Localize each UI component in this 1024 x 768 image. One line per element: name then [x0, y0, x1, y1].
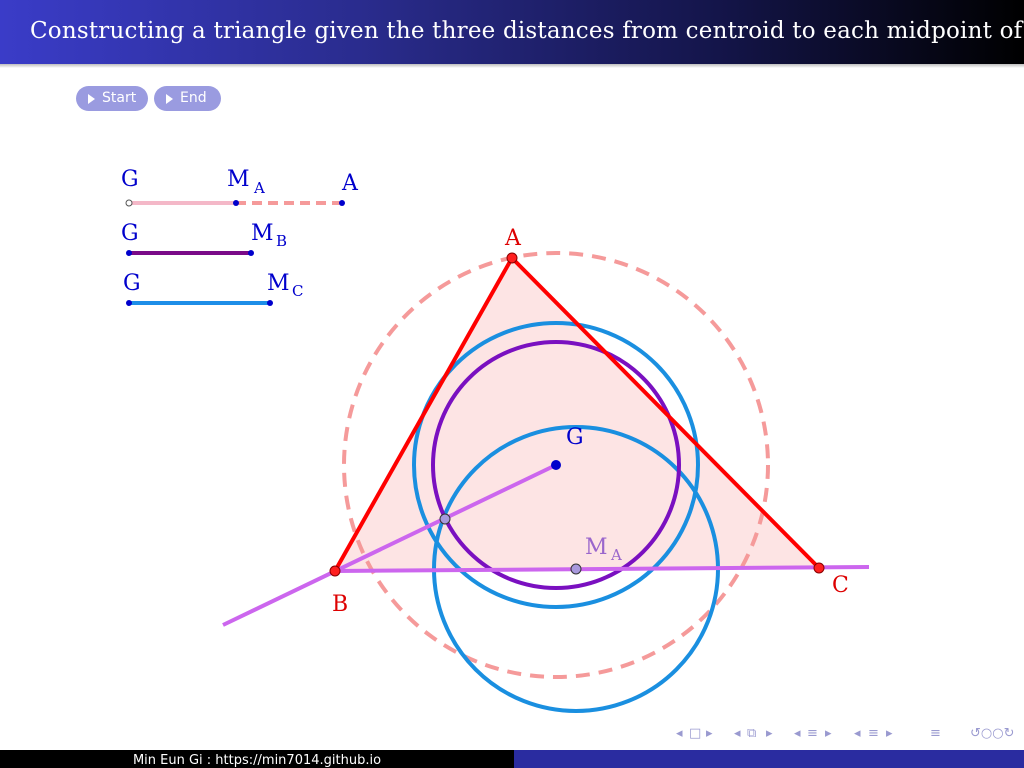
legend-label-m: M [227, 167, 250, 192]
legend-label-m: M [267, 271, 290, 296]
title-shadow [0, 64, 1024, 68]
section-icon[interactable]: ≡ [807, 726, 818, 741]
label-vertex-c: C [832, 573, 849, 598]
legend-label-g: G [121, 167, 139, 192]
label-midpoint: M [585, 535, 608, 560]
footer-author: Min Eun Gi : https://min7014.github.io [0, 750, 514, 768]
end-label: End [180, 90, 207, 106]
dashed-circle [342, 251, 770, 679]
triangle-side-ab [333, 257, 514, 572]
play-icon [88, 94, 95, 104]
legend-point-mc [267, 300, 273, 306]
beamer-navigation: ◂ □ ▸ ◂ ⧉ ▸ ◂ ≡ ▸ ◂ ≡ ▸ ≡ ↺○○↻ [670, 726, 1024, 744]
legend-label-sub: C [292, 282, 303, 300]
label-midpoint-sub: A [610, 546, 622, 564]
vertex-b [329, 565, 341, 577]
align-icon[interactable]: ≡ [930, 726, 941, 741]
label-vertex-b: B [332, 592, 348, 617]
prev-subsection-icon[interactable]: ◂ [734, 726, 741, 741]
legend-label-sub: A [253, 179, 265, 197]
prev-frame-icon[interactable]: ◂ [676, 726, 683, 741]
intersection-point [439, 513, 451, 525]
legend-label-sub: B [276, 232, 287, 250]
footer-bar [514, 750, 1024, 768]
prev-section-icon[interactable]: ◂ [854, 726, 861, 741]
legend-point-ma [233, 200, 239, 206]
legend-point-g [125, 199, 133, 207]
end-button[interactable]: End [154, 86, 221, 111]
next-subsection-icon[interactable]: ▸ [766, 726, 773, 741]
centroid-point [551, 460, 561, 470]
frame-icon[interactable]: □ [689, 726, 702, 741]
legend-point-g [126, 300, 132, 306]
midpoint-ma [570, 563, 582, 575]
next-section-icon[interactable]: ▸ [886, 726, 893, 741]
side-line-bc [334, 565, 870, 573]
vertex-c [813, 562, 825, 574]
legend-point-g [126, 250, 132, 256]
legend-label-a: A [341, 171, 359, 196]
start-label: Start [102, 90, 137, 106]
triangle-side-ac [510, 256, 821, 570]
play-icon [166, 94, 173, 104]
search-icon[interactable]: ↺○○↻ [970, 726, 1015, 741]
subsection-icon[interactable]: ⧉ [747, 726, 757, 741]
legend-label-m: M [251, 221, 274, 246]
median-line [222, 463, 557, 627]
circle-purple [431, 340, 681, 590]
slide-title: Constructing a triangle given the three … [0, 0, 1024, 64]
prev-section-icon[interactable]: ◂ [794, 726, 801, 741]
legend-label-g: G [123, 271, 141, 296]
legend-point-a [339, 200, 345, 206]
legend-point-mb [248, 250, 254, 256]
next-section-icon[interactable]: ▸ [825, 726, 832, 741]
triangle-fill [335, 258, 819, 571]
label-centroid: G [566, 425, 584, 450]
next-frame-icon[interactable]: ▸ [706, 726, 713, 741]
legend-label-g: G [121, 221, 139, 246]
label-vertex-a: A [504, 226, 522, 251]
section-icon[interactable]: ≡ [868, 726, 879, 741]
circle-centroid-blue [412, 321, 700, 609]
vertex-a [506, 252, 518, 264]
start-button[interactable]: Start [76, 86, 148, 111]
